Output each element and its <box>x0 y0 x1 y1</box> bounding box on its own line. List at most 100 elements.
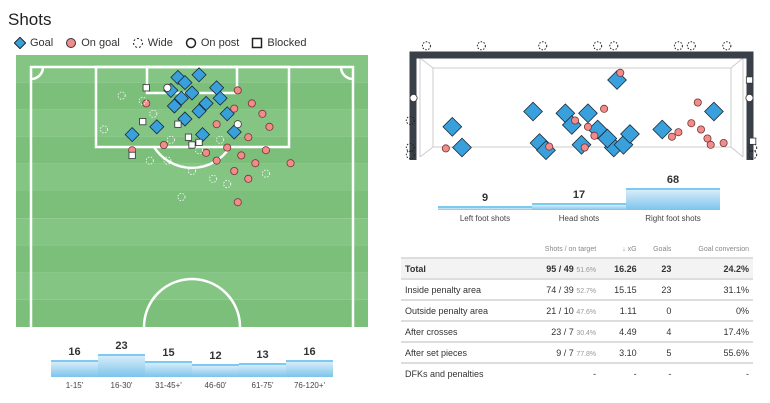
wide-marker[interactable] <box>195 146 204 155</box>
legend-on-post[interactable]: On post <box>185 37 239 49</box>
blocked-marker[interactable] <box>128 151 136 159</box>
on-goal-marker[interactable] <box>580 143 589 152</box>
wide-marker[interactable] <box>593 41 603 51</box>
wide-marker[interactable] <box>405 143 415 152</box>
on-goal-marker[interactable] <box>244 133 253 142</box>
on-goal-marker[interactable] <box>674 128 683 137</box>
on-goal-marker[interactable] <box>600 104 609 113</box>
legend-blocked[interactable]: Blocked <box>251 37 307 49</box>
goal-marker[interactable] <box>652 119 673 140</box>
goal-marker[interactable] <box>124 127 140 143</box>
goal-marker[interactable] <box>191 103 207 119</box>
on-goal-marker[interactable] <box>441 144 450 153</box>
on-goal-marker[interactable] <box>583 122 592 131</box>
on-goal-marker[interactable] <box>545 142 554 151</box>
wide-marker[interactable] <box>166 135 175 144</box>
wide-marker[interactable] <box>163 156 172 165</box>
on-goal-marker[interactable] <box>233 198 242 207</box>
wide-marker[interactable] <box>421 41 431 51</box>
on-post-marker[interactable] <box>163 83 172 92</box>
wide-marker[interactable] <box>722 41 732 51</box>
blocked-marker[interactable] <box>195 138 203 146</box>
blocked-marker[interactable] <box>749 137 757 145</box>
on-goal-marker[interactable] <box>230 167 239 176</box>
on-goal-marker[interactable] <box>697 125 706 134</box>
on-goal-marker[interactable] <box>719 139 728 148</box>
wide-marker[interactable] <box>145 156 154 165</box>
on-goal-marker[interactable] <box>251 159 260 168</box>
on-post-marker[interactable] <box>409 94 418 103</box>
wide-marker[interactable] <box>117 91 126 100</box>
goal-marker[interactable] <box>704 101 724 122</box>
on-goal-marker[interactable] <box>590 131 599 140</box>
on-goal-marker[interactable] <box>706 140 715 149</box>
goal-marker[interactable] <box>442 116 463 137</box>
goal-marker[interactable] <box>523 101 543 122</box>
on-goal-marker[interactable] <box>247 99 256 108</box>
wide-marker[interactable] <box>223 180 232 189</box>
wide-marker[interactable] <box>405 150 415 160</box>
goal-marker[interactable] <box>149 119 165 135</box>
blocked-marker[interactable] <box>184 133 193 141</box>
col-conversion[interactable]: Goal conversion <box>698 245 749 253</box>
on-goal-marker[interactable] <box>212 156 221 165</box>
on-goal-marker[interactable] <box>616 68 625 77</box>
wide-marker[interactable] <box>261 169 270 178</box>
on-goal-marker[interactable] <box>258 109 267 118</box>
wide-marker[interactable] <box>748 150 758 160</box>
on-goal-marker[interactable] <box>693 98 702 107</box>
legend-wide[interactable]: Wide <box>132 37 173 49</box>
wide-marker[interactable] <box>187 167 196 176</box>
goal-marker[interactable] <box>166 98 182 114</box>
wide-marker[interactable] <box>538 41 548 51</box>
wide-marker[interactable] <box>177 192 186 201</box>
on-goal-marker[interactable] <box>212 120 221 129</box>
col-shots[interactable]: Shots / on target <box>544 245 597 253</box>
wide-marker[interactable] <box>216 135 225 144</box>
legend-goal[interactable]: Goal <box>14 37 53 49</box>
blocked-marker[interactable] <box>745 76 754 84</box>
on-goal-marker[interactable] <box>667 132 676 141</box>
wide-marker[interactable] <box>673 41 683 51</box>
wide-marker[interactable] <box>138 96 147 105</box>
goal-marker[interactable] <box>198 95 214 111</box>
wide-marker[interactable] <box>476 41 486 51</box>
wide-marker[interactable] <box>100 125 109 134</box>
goal-marker[interactable] <box>571 134 592 155</box>
on-goal-marker[interactable] <box>233 86 242 95</box>
wide-marker[interactable] <box>686 41 696 51</box>
on-post-marker[interactable] <box>233 120 242 129</box>
blocked-marker[interactable] <box>174 120 182 128</box>
blocked-marker[interactable] <box>139 118 147 126</box>
goal-marker[interactable] <box>177 75 193 91</box>
on-goal-marker[interactable] <box>261 146 270 155</box>
legend-on-goal[interactable]: On goal <box>65 37 120 49</box>
goal-marker[interactable] <box>226 124 242 140</box>
wide-marker[interactable] <box>609 41 619 51</box>
on-goal-marker[interactable] <box>687 119 696 128</box>
goal-marker[interactable] <box>194 127 211 143</box>
on-goal-marker[interactable] <box>244 174 253 183</box>
on-goal-marker[interactable] <box>223 143 232 152</box>
goal-marker[interactable] <box>452 137 472 158</box>
goal-marker[interactable] <box>173 90 190 106</box>
goal-marker[interactable] <box>620 124 640 144</box>
on-goal-marker[interactable] <box>265 122 274 131</box>
on-goal-marker[interactable] <box>571 116 580 125</box>
on-goal-marker[interactable] <box>230 104 239 113</box>
on-goal-marker[interactable] <box>237 151 246 160</box>
wide-marker[interactable] <box>209 174 218 183</box>
wide-marker[interactable] <box>149 109 158 118</box>
on-goal-marker[interactable] <box>202 148 211 157</box>
goal-marker[interactable] <box>578 103 598 124</box>
on-goal-marker[interactable] <box>703 134 712 143</box>
blocked-marker[interactable] <box>142 84 150 92</box>
on-post-marker[interactable] <box>745 94 754 103</box>
goal-marker[interactable] <box>184 85 200 101</box>
wide-marker[interactable] <box>405 116 415 125</box>
col-goals[interactable]: Goals <box>653 245 672 253</box>
blocked-marker[interactable] <box>188 141 196 149</box>
on-goal-marker[interactable] <box>286 159 295 168</box>
col-xg[interactable]: ↓ xG <box>622 245 637 253</box>
goal-marker[interactable] <box>191 67 207 83</box>
